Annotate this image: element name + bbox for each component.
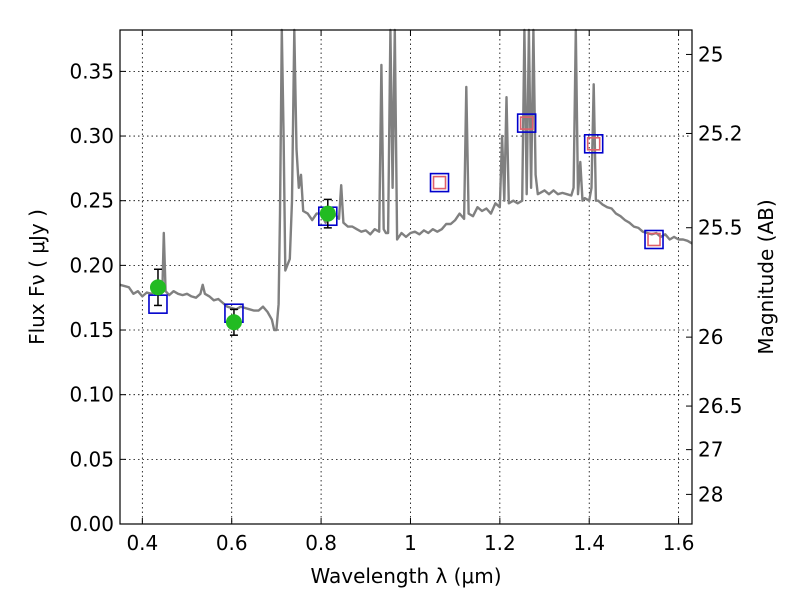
marker-layer bbox=[148, 113, 664, 336]
y-tick-label: 0.35 bbox=[69, 59, 114, 83]
observed-hst-marker bbox=[586, 137, 601, 151]
x-tick-label: 0.4 bbox=[126, 531, 158, 555]
y-tick-label: 0.25 bbox=[69, 189, 114, 213]
observed-hst-marker bbox=[432, 175, 447, 190]
right-tick-label: 25 bbox=[698, 42, 723, 66]
y-tick-label: 0.10 bbox=[69, 383, 114, 407]
right-tick-label: 28 bbox=[698, 482, 723, 506]
y-tick-label: 0.15 bbox=[69, 318, 114, 342]
y-tick-label: 0.00 bbox=[69, 512, 114, 536]
right-tick-label: 26 bbox=[698, 325, 723, 349]
sed-line-layer bbox=[119, 28, 693, 332]
y-tick-label: 0.05 bbox=[69, 447, 114, 471]
y-axis-label: Flux Fν ( μJy ) bbox=[25, 209, 49, 345]
model-flux-marker bbox=[583, 134, 604, 154]
observed-hst-marker bbox=[647, 232, 661, 247]
plot-frame bbox=[119, 29, 693, 525]
right-tick-label: 26.5 bbox=[698, 394, 743, 418]
grid bbox=[120, 30, 692, 525]
tick-layer: 0.4 0.6 0.8 1 1.2 1.4 1.6 0.00 0.05 0.10 0.15 0.20 0… bbox=[69, 30, 743, 555]
x-tick-label: 0.6 bbox=[216, 531, 248, 555]
model-flux-marker bbox=[644, 229, 664, 250]
sed-line bbox=[119, 28, 693, 332]
observed-ground-marker bbox=[319, 205, 336, 222]
right-tick-label: 25.5 bbox=[698, 216, 743, 240]
observed-ground-marker bbox=[149, 279, 166, 296]
observed-ground-marker bbox=[225, 314, 242, 331]
x-tick-label: 1.4 bbox=[573, 531, 605, 555]
observed-hst-marker bbox=[519, 116, 534, 130]
x-tick-label: 1.2 bbox=[484, 531, 516, 555]
right-tick-label: 25.2 bbox=[698, 121, 743, 145]
right-tick-label: 27 bbox=[698, 438, 723, 462]
x-tick-label: 1.6 bbox=[663, 531, 695, 555]
right-y-axis-label: Magnitude (AB) bbox=[754, 199, 778, 354]
x-axis-label: Wavelength λ (μm) bbox=[310, 564, 501, 588]
y-tick-label: 0.20 bbox=[69, 253, 114, 277]
y-tick-label: 0.30 bbox=[69, 124, 114, 148]
model-flux-marker bbox=[429, 172, 450, 193]
model-flux-marker bbox=[516, 113, 537, 133]
x-tick-label: 1 bbox=[404, 531, 417, 555]
x-tick-label: 0.8 bbox=[305, 531, 337, 555]
